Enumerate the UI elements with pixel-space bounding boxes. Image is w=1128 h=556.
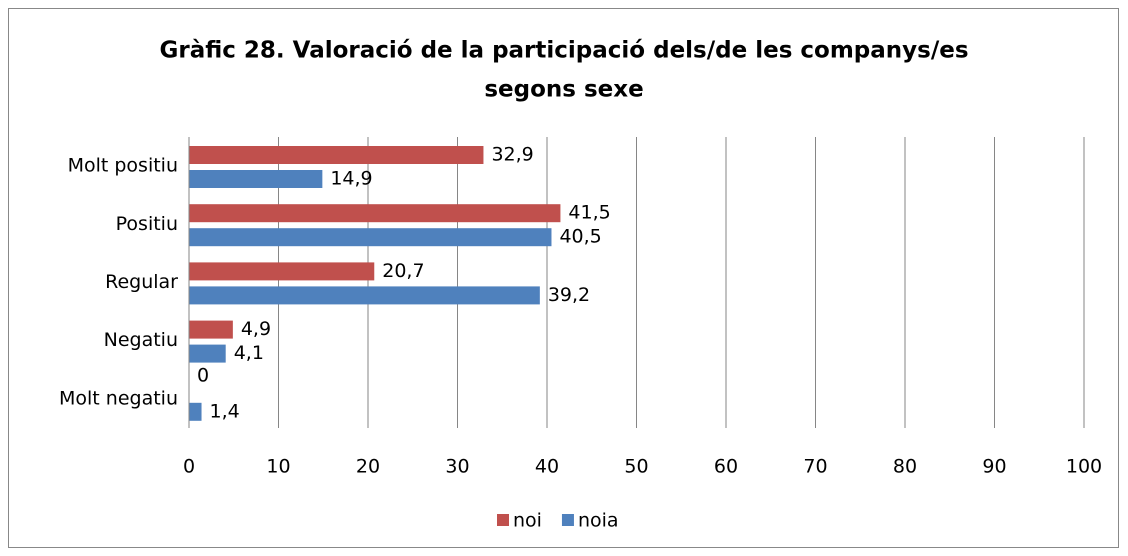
bar — [189, 204, 561, 223]
x-tick-label: 10 — [266, 456, 290, 478]
bar — [189, 344, 226, 363]
y-tick-label: Molt positiu — [68, 155, 178, 177]
legend-label: noi — [513, 510, 542, 532]
legend-swatch — [497, 514, 509, 526]
x-tick-label: 40 — [535, 456, 559, 478]
value-label: 1,4 — [210, 400, 240, 422]
x-tick-label: 60 — [714, 456, 738, 478]
legend-swatch — [561, 514, 574, 526]
chart-title: Gràfic 28. Valoració de la participació … — [159, 38, 968, 64]
bar — [189, 286, 540, 305]
y-tick-label: Molt negatiu — [59, 387, 178, 409]
y-tick-label: Negatiu — [104, 329, 178, 351]
value-label: 40,5 — [559, 226, 601, 248]
bar — [189, 320, 233, 339]
bar — [189, 402, 202, 421]
x-tick-label: 70 — [803, 456, 827, 478]
bar — [189, 262, 375, 281]
value-label: 41,5 — [568, 202, 610, 224]
x-tick-label: 100 — [1066, 456, 1102, 478]
y-tick-label: Regular — [105, 271, 178, 293]
x-tick-label: 0 — [183, 456, 195, 478]
bar — [189, 170, 323, 188]
bar — [189, 146, 484, 164]
x-tick-label: 30 — [445, 456, 469, 478]
y-tick-label: Positiu — [116, 213, 178, 235]
x-tick-label: 80 — [893, 456, 917, 478]
value-label: 39,2 — [548, 284, 590, 306]
value-label: 14,9 — [330, 168, 372, 190]
value-label: 4,9 — [241, 318, 271, 340]
value-label: 4,1 — [234, 342, 264, 364]
value-label: 32,9 — [491, 144, 533, 166]
legend-label: noia — [578, 510, 619, 532]
chart-title: segons sexe — [484, 77, 643, 103]
value-label: 20,7 — [382, 260, 424, 282]
x-tick-label: 50 — [624, 456, 648, 478]
bar — [189, 228, 552, 247]
value-label: 0 — [197, 364, 209, 386]
x-tick-label: 20 — [356, 456, 380, 478]
x-tick-label: 90 — [982, 456, 1006, 478]
